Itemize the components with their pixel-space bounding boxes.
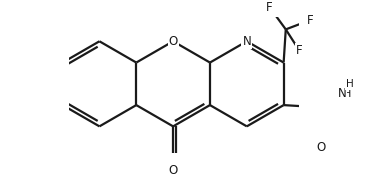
Text: F: F (296, 44, 303, 57)
Text: H: H (346, 79, 353, 89)
Text: F: F (307, 14, 314, 27)
Text: N: N (338, 85, 346, 98)
Text: O: O (316, 141, 325, 154)
Text: O: O (168, 164, 178, 177)
Text: H: H (343, 89, 351, 99)
Text: N: N (242, 35, 251, 48)
Text: O: O (168, 35, 178, 48)
Text: F: F (266, 1, 273, 14)
Text: N: N (338, 87, 346, 100)
